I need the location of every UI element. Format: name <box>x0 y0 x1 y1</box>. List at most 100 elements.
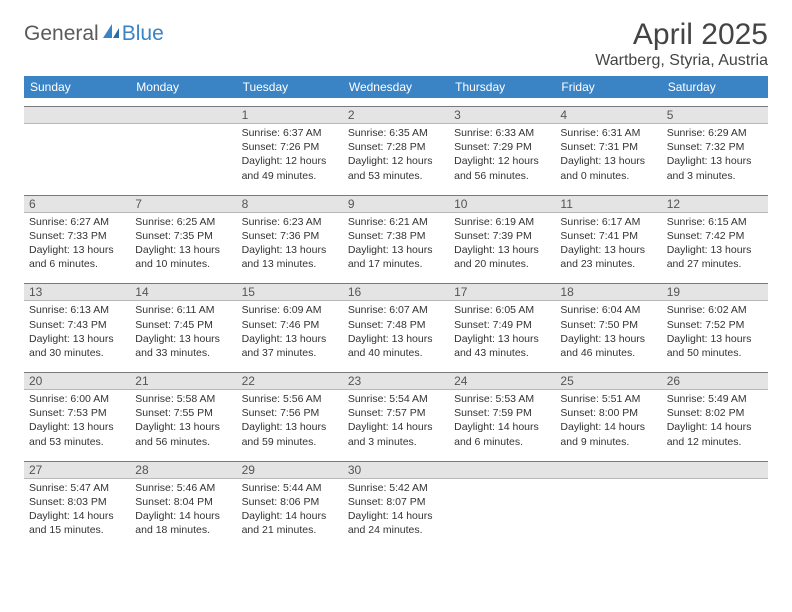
page-title: April 2025 <box>595 18 768 52</box>
daylight-text: Daylight: 13 hours and 20 minutes. <box>454 243 550 271</box>
sunset-text: Sunset: 7:42 PM <box>667 229 763 243</box>
day-number: 27 <box>24 461 130 479</box>
day-number: 3 <box>449 106 555 124</box>
day-cell: 27Sunrise: 5:47 AMSunset: 8:03 PMDayligh… <box>24 461 130 542</box>
sunset-text: Sunset: 7:29 PM <box>454 140 550 154</box>
weeks-container: 1Sunrise: 6:37 AMSunset: 7:26 PMDaylight… <box>24 98 768 541</box>
sunset-text: Sunset: 7:53 PM <box>29 406 125 420</box>
daylight-text: Daylight: 13 hours and 59 minutes. <box>242 420 338 448</box>
day-number: 25 <box>555 372 661 390</box>
day-body: Sunrise: 5:42 AMSunset: 8:07 PMDaylight:… <box>343 479 449 542</box>
sunrise-text: Sunrise: 6:19 AM <box>454 215 550 229</box>
sunrise-text: Sunrise: 6:05 AM <box>454 303 550 317</box>
day-body <box>130 124 236 182</box>
day-cell: 16Sunrise: 6:07 AMSunset: 7:48 PMDayligh… <box>343 283 449 364</box>
sunset-text: Sunset: 7:39 PM <box>454 229 550 243</box>
day-body: Sunrise: 5:44 AMSunset: 8:06 PMDaylight:… <box>237 479 343 542</box>
sunrise-text: Sunrise: 6:00 AM <box>29 392 125 406</box>
day-body: Sunrise: 6:13 AMSunset: 7:43 PMDaylight:… <box>24 301 130 364</box>
sunset-text: Sunset: 7:35 PM <box>135 229 231 243</box>
day-body: Sunrise: 6:31 AMSunset: 7:31 PMDaylight:… <box>555 124 661 187</box>
day-cell: 23Sunrise: 5:54 AMSunset: 7:57 PMDayligh… <box>343 372 449 453</box>
day-body: Sunrise: 6:07 AMSunset: 7:48 PMDaylight:… <box>343 301 449 364</box>
sunset-text: Sunset: 7:38 PM <box>348 229 444 243</box>
day-body: Sunrise: 6:29 AMSunset: 7:32 PMDaylight:… <box>662 124 768 187</box>
daylight-text: Daylight: 14 hours and 12 minutes. <box>667 420 763 448</box>
sunset-text: Sunset: 7:45 PM <box>135 318 231 332</box>
day-number: 26 <box>662 372 768 390</box>
daylight-text: Daylight: 13 hours and 13 minutes. <box>242 243 338 271</box>
day-cell: 20Sunrise: 6:00 AMSunset: 7:53 PMDayligh… <box>24 372 130 453</box>
day-cell: 4Sunrise: 6:31 AMSunset: 7:31 PMDaylight… <box>555 106 661 187</box>
day-body: Sunrise: 5:54 AMSunset: 7:57 PMDaylight:… <box>343 390 449 453</box>
sunset-text: Sunset: 8:06 PM <box>242 495 338 509</box>
daylight-text: Daylight: 12 hours and 53 minutes. <box>348 154 444 182</box>
sunset-text: Sunset: 8:02 PM <box>667 406 763 420</box>
week-row: 6Sunrise: 6:27 AMSunset: 7:33 PMDaylight… <box>24 195 768 276</box>
sunset-text: Sunset: 8:04 PM <box>135 495 231 509</box>
sunset-text: Sunset: 7:52 PM <box>667 318 763 332</box>
sunrise-text: Sunrise: 6:09 AM <box>242 303 338 317</box>
sunset-text: Sunset: 7:28 PM <box>348 140 444 154</box>
day-number: 11 <box>555 195 661 213</box>
sunrise-text: Sunrise: 6:25 AM <box>135 215 231 229</box>
daylight-text: Daylight: 13 hours and 17 minutes. <box>348 243 444 271</box>
sunset-text: Sunset: 7:55 PM <box>135 406 231 420</box>
day-number: 8 <box>237 195 343 213</box>
dow-cell: Friday <box>555 76 661 98</box>
sunset-text: Sunset: 7:48 PM <box>348 318 444 332</box>
day-cell: 1Sunrise: 6:37 AMSunset: 7:26 PMDaylight… <box>237 106 343 187</box>
day-number: 19 <box>662 283 768 301</box>
sunrise-text: Sunrise: 6:29 AM <box>667 126 763 140</box>
daylight-text: Daylight: 14 hours and 18 minutes. <box>135 509 231 537</box>
sunrise-text: Sunrise: 5:49 AM <box>667 392 763 406</box>
daylight-text: Daylight: 14 hours and 24 minutes. <box>348 509 444 537</box>
day-body <box>449 479 555 537</box>
sunset-text: Sunset: 7:36 PM <box>242 229 338 243</box>
sunset-text: Sunset: 7:41 PM <box>560 229 656 243</box>
day-number: 13 <box>24 283 130 301</box>
daylight-text: Daylight: 14 hours and 9 minutes. <box>560 420 656 448</box>
day-number: 30 <box>343 461 449 479</box>
day-body: Sunrise: 6:02 AMSunset: 7:52 PMDaylight:… <box>662 301 768 364</box>
sunset-text: Sunset: 7:57 PM <box>348 406 444 420</box>
daylight-text: Daylight: 13 hours and 53 minutes. <box>29 420 125 448</box>
sunrise-text: Sunrise: 6:37 AM <box>242 126 338 140</box>
day-cell: 14Sunrise: 6:11 AMSunset: 7:45 PMDayligh… <box>130 283 236 364</box>
sunrise-text: Sunrise: 6:35 AM <box>348 126 444 140</box>
day-body: Sunrise: 5:51 AMSunset: 8:00 PMDaylight:… <box>555 390 661 453</box>
sunrise-text: Sunrise: 5:56 AM <box>242 392 338 406</box>
day-number: 14 <box>130 283 236 301</box>
dow-cell: Saturday <box>662 76 768 98</box>
day-body: Sunrise: 6:00 AMSunset: 7:53 PMDaylight:… <box>24 390 130 453</box>
day-number: 1 <box>237 106 343 124</box>
sunset-text: Sunset: 8:03 PM <box>29 495 125 509</box>
daylight-text: Daylight: 13 hours and 27 minutes. <box>667 243 763 271</box>
sunset-text: Sunset: 7:50 PM <box>560 318 656 332</box>
day-body: Sunrise: 6:23 AMSunset: 7:36 PMDaylight:… <box>237 213 343 276</box>
daylight-text: Daylight: 13 hours and 3 minutes. <box>667 154 763 182</box>
day-cell: 8Sunrise: 6:23 AMSunset: 7:36 PMDaylight… <box>237 195 343 276</box>
day-of-week-row: SundayMondayTuesdayWednesdayThursdayFrid… <box>24 76 768 98</box>
sunrise-text: Sunrise: 6:27 AM <box>29 215 125 229</box>
daylight-text: Daylight: 13 hours and 40 minutes. <box>348 332 444 360</box>
sunset-text: Sunset: 7:43 PM <box>29 318 125 332</box>
title-block: April 2025 Wartberg, Styria, Austria <box>595 18 768 70</box>
logo: General Blue <box>24 22 164 46</box>
day-cell: 17Sunrise: 6:05 AMSunset: 7:49 PMDayligh… <box>449 283 555 364</box>
daylight-text: Daylight: 12 hours and 56 minutes. <box>454 154 550 182</box>
week-row: 20Sunrise: 6:00 AMSunset: 7:53 PMDayligh… <box>24 372 768 453</box>
day-number: 17 <box>449 283 555 301</box>
day-number <box>662 461 768 479</box>
day-cell: 2Sunrise: 6:35 AMSunset: 7:28 PMDaylight… <box>343 106 449 187</box>
day-number <box>130 106 236 124</box>
location-label: Wartberg, Styria, Austria <box>595 52 768 70</box>
day-cell <box>130 106 236 187</box>
dow-cell: Sunday <box>24 76 130 98</box>
sunrise-text: Sunrise: 6:11 AM <box>135 303 231 317</box>
day-cell: 9Sunrise: 6:21 AMSunset: 7:38 PMDaylight… <box>343 195 449 276</box>
day-number: 21 <box>130 372 236 390</box>
sunrise-text: Sunrise: 6:07 AM <box>348 303 444 317</box>
daylight-text: Daylight: 13 hours and 6 minutes. <box>29 243 125 271</box>
dow-cell: Monday <box>130 76 236 98</box>
